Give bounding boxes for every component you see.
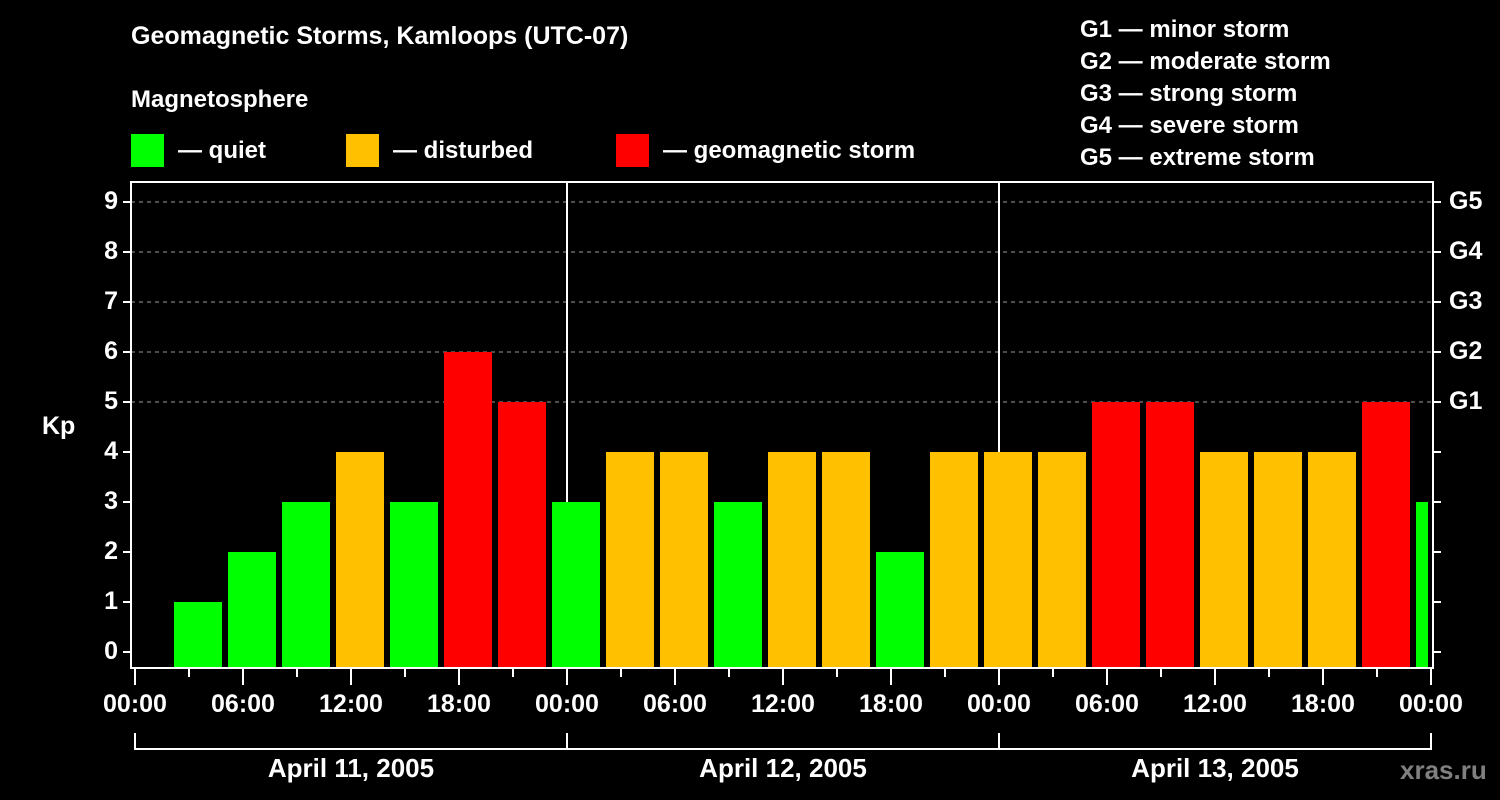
- date-label: April 13, 2005: [1131, 753, 1299, 783]
- kp-bar: [1308, 452, 1356, 668]
- y-tick-label: 3: [104, 487, 118, 515]
- legend-label-quiet: — quiet: [178, 136, 266, 164]
- x-tick-label: 12:00: [751, 690, 815, 718]
- disturbed-swatch-icon: [346, 134, 379, 167]
- x-tick-label: 06:00: [211, 690, 275, 718]
- g-legend-g3: G3 — strong storm: [1080, 80, 1298, 107]
- storm-swatch-icon: [616, 134, 649, 167]
- x-tick-label: 12:00: [1183, 690, 1247, 718]
- g-legend-g2: G2 — moderate storm: [1080, 48, 1331, 75]
- x-tick-label: 18:00: [427, 690, 491, 718]
- kp-bar: [228, 552, 276, 668]
- y-axis-label: Kp: [42, 412, 76, 440]
- kp-bar: [1146, 402, 1194, 668]
- kp-bar: [498, 402, 546, 668]
- kp-bar: [1200, 452, 1248, 668]
- x-tick-label: 18:00: [859, 690, 923, 718]
- kp-bar: [552, 502, 600, 668]
- chart-title: Geomagnetic Storms, Kamloops (UTC-07): [131, 22, 629, 50]
- x-tick-label: 00:00: [535, 690, 599, 718]
- g-tick-label: G5: [1449, 187, 1483, 215]
- kp-bar: [1416, 502, 1428, 668]
- g-legend-g5: G5 — extreme storm: [1080, 144, 1315, 171]
- g-scale-legend: G1 — minor storm G2 — moderate storm G3 …: [1080, 14, 1331, 174]
- y-tick-label: 1: [104, 587, 118, 615]
- x-tick-label: 00:00: [1399, 690, 1463, 718]
- x-tick-label: 06:00: [1075, 690, 1139, 718]
- x-tick-label: 12:00: [319, 690, 383, 718]
- legend-item-storm: — geomagnetic storm: [616, 134, 915, 167]
- kp-bar: [1254, 452, 1302, 668]
- y-tick-label: 7: [104, 287, 118, 315]
- x-tick-label: 06:00: [643, 690, 707, 718]
- kp-bar: [822, 452, 870, 668]
- watermark: xras.ru: [1400, 755, 1487, 785]
- g-tick-label: G1: [1449, 387, 1483, 415]
- y-tick-label: 2: [104, 537, 118, 565]
- kp-bar: [1038, 452, 1086, 668]
- kp-bar: [174, 602, 222, 668]
- x-tick-label: 00:00: [967, 690, 1031, 718]
- kp-bar: [768, 452, 816, 668]
- kp-bar: [930, 452, 978, 668]
- kp-bar: [714, 502, 762, 668]
- date-label: April 11, 2005: [267, 753, 435, 783]
- quiet-swatch-icon: [131, 134, 164, 167]
- kp-bar: [444, 352, 492, 668]
- y-tick-label: 8: [104, 237, 118, 265]
- kp-bar: [876, 552, 924, 668]
- g-tick-label: G2: [1449, 337, 1483, 365]
- kp-bar: [336, 452, 384, 668]
- kp-bar: [390, 502, 438, 668]
- g-tick-label: G3: [1449, 287, 1483, 315]
- legend-item-quiet: — quiet: [131, 134, 266, 167]
- x-tick-label: 00:00: [103, 690, 167, 718]
- x-tick-label: 18:00: [1291, 690, 1355, 718]
- g-legend-g1: G1 — minor storm: [1080, 16, 1290, 43]
- y-tick-label: 4: [104, 437, 118, 465]
- kp-bar: [660, 452, 708, 668]
- kp-bar: [606, 452, 654, 668]
- chart-subtitle: Magnetosphere: [131, 86, 309, 113]
- date-label: April 12, 2005: [699, 753, 867, 783]
- kp-bar: [1362, 402, 1410, 668]
- g-tick-label: G4: [1449, 237, 1483, 265]
- legend-label-disturbed: — disturbed: [393, 136, 534, 164]
- kp-bar: [984, 452, 1032, 668]
- legend-item-disturbed: — disturbed: [346, 134, 533, 167]
- kp-bar: [282, 502, 330, 668]
- kp-bar: [1092, 402, 1140, 668]
- y-tick-label: 6: [104, 337, 118, 365]
- y-tick-label: 5: [104, 387, 118, 415]
- legend-label-storm: — geomagnetic storm: [663, 136, 916, 164]
- y-tick-label: 0: [104, 637, 118, 665]
- y-tick-label: 9: [104, 187, 118, 215]
- g-legend-g4: G4 — severe storm: [1080, 112, 1299, 139]
